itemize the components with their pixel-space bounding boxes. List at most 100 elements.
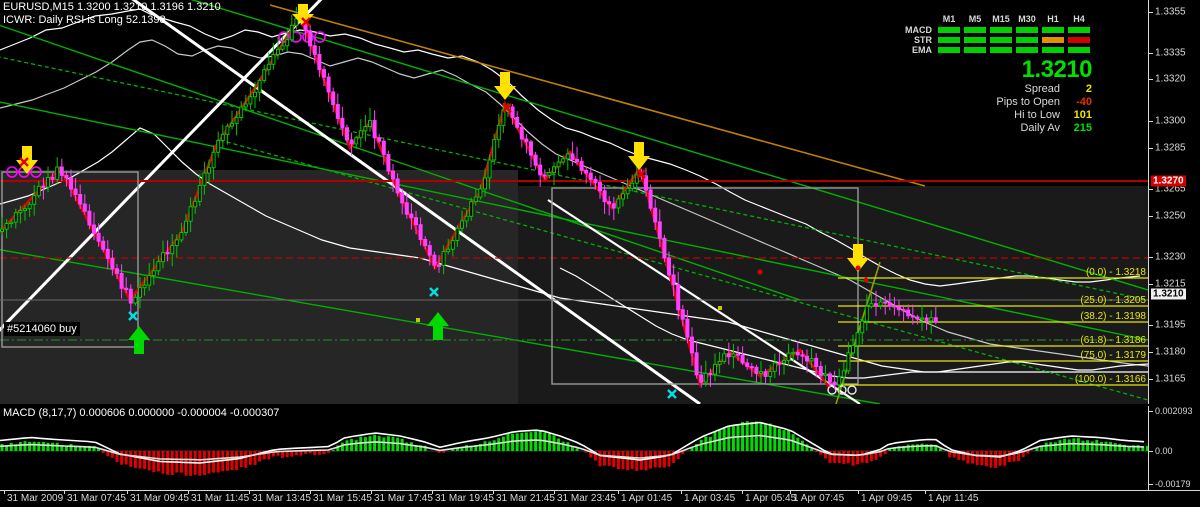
signal-cell-str-h1 — [1040, 35, 1066, 45]
axis-tick-mark — [1149, 12, 1153, 13]
fib-level-label: (75.0) - 1.3179 — [1080, 350, 1146, 361]
price-axis[interactable]: 1.3355 1.3335 1.3320 1.3300 1.3285 1.3265 1.32… — [1148, 0, 1200, 404]
time-tick-mark — [188, 491, 189, 494]
signal-indicator-red — [1068, 37, 1090, 43]
current-price-display: 1.3210 — [1021, 56, 1093, 83]
signal-cell-str-m1 — [936, 35, 962, 45]
fib-level-label: (61.8) - 1.3186 — [1080, 335, 1146, 346]
price-chart-graphics — [0, 0, 1148, 404]
price-axis-label: 1.3230 — [1155, 251, 1186, 263]
signal-row-label: EMA — [912, 45, 932, 55]
signal-indicator-green — [990, 37, 1012, 43]
signal-indicator-green — [1016, 27, 1038, 33]
signal-indicator-green — [1042, 47, 1064, 53]
axis-tick-mark — [1149, 379, 1153, 380]
time-axis-label: 31 Mar 11:45 — [191, 493, 250, 504]
signal-row-str: STR — [903, 35, 1092, 45]
time-axis-label: 31 Mar 09:45 — [130, 493, 189, 504]
price-axis-label: 1.3355 — [1155, 6, 1186, 18]
time-axis-label: 1 Apr 05:45 — [745, 493, 797, 504]
axis-tick-mark — [1149, 148, 1153, 149]
price-axis-label: 1.3250 — [1155, 210, 1186, 222]
time-tick-mark — [64, 491, 65, 494]
signal-row-ema: EMA — [903, 45, 1092, 55]
signal-cell-macd-h1 — [1040, 25, 1066, 35]
macd-axis-label: -0.00179 — [1155, 479, 1191, 489]
time-axis-label: 31 Mar 23:45 — [557, 493, 616, 504]
stat-value: 215 — [1073, 122, 1092, 135]
time-tick-mark — [310, 491, 311, 494]
signal-cell-macd-m30 — [1014, 25, 1040, 35]
time-axis-label: 31 Mar 17:45 — [374, 493, 433, 504]
time-axis-label: 31 Mar 13:45 — [252, 493, 311, 504]
stat-label: Pips to Open — [996, 96, 1060, 109]
stat-row: Daily Av 215 — [988, 122, 1092, 135]
axis-tick-mark — [1149, 121, 1153, 122]
price-axis-label: 1.3265 — [1155, 183, 1186, 195]
time-axis-label: 1 Apr 11:45 — [928, 493, 979, 504]
stats-rows: Spread 2 Pips to Open -40 Hi to Low 101 Daily … — [988, 83, 1092, 135]
signal-indicator-orange — [1042, 37, 1064, 43]
macd-indicator-pane[interactable]: MACD (8,17,7) 0.000606 0.000000 -0.00000… — [0, 406, 1148, 490]
stats-table: Spread 2 Pips to Open -40 Hi to Low 101 Daily … — [988, 83, 1092, 135]
time-tick-mark — [790, 491, 791, 494]
axis-tick-mark — [1149, 216, 1153, 217]
symbol-label: EURUSD,M15 1.3200 1.3210 1.3196 1.3210 — [3, 1, 221, 13]
timeframe-rows: MACD STR EMA — [903, 25, 1092, 55]
price-tag: 1.3270 — [1151, 175, 1186, 187]
signal-row-label: MACD — [905, 25, 932, 35]
time-axis[interactable]: 31 Mar 2009 31 Mar 07:45 31 Mar 09:45 31 Ma… — [0, 490, 1200, 507]
price-axis-label: 1.3215 — [1155, 278, 1186, 290]
axis-tick-mark — [1149, 451, 1153, 452]
macd-axis-label: 0.00 — [1155, 446, 1173, 456]
time-tick-mark — [4, 491, 5, 494]
stat-value: -40 — [1076, 96, 1092, 109]
time-axis-label: 1 Apr 07:45 — [793, 493, 845, 504]
macd-graphics — [0, 421, 1148, 476]
axis-tick-mark — [1149, 79, 1153, 80]
time-axis-label: 31 Mar 07:45 — [67, 493, 126, 504]
signal-cell-ema-m15 — [988, 45, 1014, 55]
time-axis-label: 1 Apr 01:45 — [621, 493, 673, 504]
time-tick-mark — [493, 491, 494, 494]
timeframe-header-m30: M30 — [1018, 14, 1036, 24]
fib-level-label: (25.0) - 1.3205 — [1080, 295, 1146, 306]
timeframe-header-m5: M5 — [968, 14, 982, 24]
signal-indicator-green — [964, 47, 986, 53]
fib-level-label: (0.0) - 1.3218 — [1085, 267, 1146, 278]
price-axis-label: 1.3165 — [1155, 373, 1186, 385]
signal-cell-str-m30 — [1014, 35, 1040, 45]
time-axis-label: 1 Apr 09:45 — [861, 493, 913, 504]
timeframe-header-row: M1 M5 M15 M30 H1 H4 — [903, 14, 1092, 25]
timeframe-signal-table: M1 M5 M15 M30 H1 H4 MACD STR EMA — [903, 14, 1092, 55]
timeframe-header-h4: H4 — [1073, 14, 1085, 24]
stat-value: 2 — [1085, 83, 1092, 96]
signal-indicator-green — [938, 47, 960, 53]
time-axis-label: 31 Mar 21:45 — [496, 493, 555, 504]
signal-row-macd: MACD — [903, 25, 1092, 35]
axis-tick-mark — [1149, 325, 1153, 326]
stat-row: Spread 2 — [988, 83, 1092, 96]
signal-indicator-green — [1042, 27, 1064, 33]
stat-label: Hi to Low — [1014, 109, 1060, 122]
signal-cell-ema-m5 — [962, 45, 988, 55]
signal-indicator-green — [990, 47, 1012, 53]
macd-axis-label: 0.002093 — [1155, 406, 1193, 416]
signal-indicator-green — [1068, 47, 1090, 53]
time-tick-mark — [858, 491, 859, 494]
price-tag: 1.3210 — [1151, 288, 1186, 300]
price-chart-pane[interactable]: EURUSD,M15 1.3200 1.3210 1.3196 1.3210 I… — [0, 0, 1148, 404]
time-tick-mark — [742, 491, 743, 494]
time-axis-label: 1 Apr 03:45 — [684, 493, 736, 504]
price-axis-label: 1.3320 — [1155, 73, 1186, 85]
macd-label: MACD (8,17,7) 0.000606 0.000000 -0.00000… — [3, 407, 280, 419]
signal-indicator-green — [1016, 37, 1038, 43]
macd-axis[interactable]: 0.002093 0.00 -0.00179 — [1148, 406, 1200, 490]
signal-cell-str-m5 — [962, 35, 988, 45]
price-axis-label: 1.3195 — [1155, 319, 1186, 331]
signal-indicator-green — [1068, 27, 1090, 33]
time-tick-mark — [432, 491, 433, 494]
signal-indicator-green — [964, 37, 986, 43]
signal-indicator-green — [964, 27, 986, 33]
